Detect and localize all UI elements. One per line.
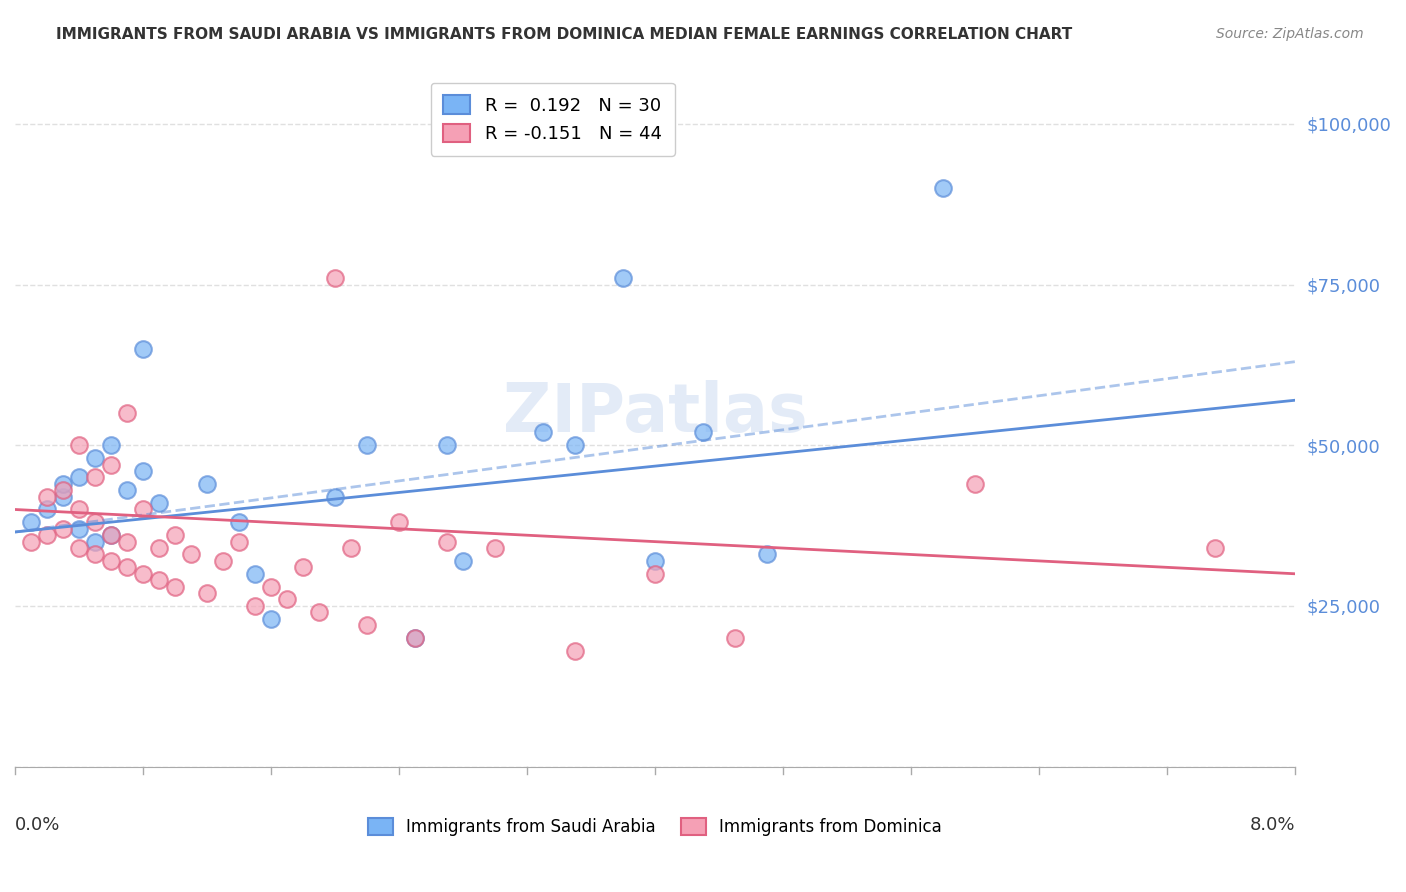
Point xyxy=(612,271,634,285)
Point xyxy=(84,451,107,466)
Point xyxy=(436,438,458,452)
Point xyxy=(132,502,155,516)
Point xyxy=(243,599,266,613)
Point xyxy=(195,586,218,600)
Point xyxy=(228,534,250,549)
Point xyxy=(644,554,666,568)
Point xyxy=(260,612,283,626)
Point xyxy=(67,541,90,555)
Text: 0.0%: 0.0% xyxy=(15,816,60,834)
Point xyxy=(180,548,202,562)
Point xyxy=(100,458,122,472)
Point xyxy=(276,592,298,607)
Point xyxy=(132,566,155,581)
Point xyxy=(115,483,138,498)
Point xyxy=(243,566,266,581)
Point xyxy=(564,438,586,452)
Point xyxy=(692,425,714,440)
Point xyxy=(163,528,186,542)
Point xyxy=(228,516,250,530)
Point xyxy=(20,516,42,530)
Point xyxy=(756,548,779,562)
Point xyxy=(84,470,107,484)
Point xyxy=(84,516,107,530)
Point xyxy=(67,502,90,516)
Point xyxy=(52,490,75,504)
Point xyxy=(212,554,235,568)
Point xyxy=(724,631,747,645)
Point xyxy=(404,631,426,645)
Text: IMMIGRANTS FROM SAUDI ARABIA VS IMMIGRANTS FROM DOMINICA MEDIAN FEMALE EARNINGS : IMMIGRANTS FROM SAUDI ARABIA VS IMMIGRAN… xyxy=(56,27,1073,42)
Text: ZIPatlas: ZIPatlas xyxy=(503,380,807,446)
Point xyxy=(531,425,554,440)
Point xyxy=(132,342,155,356)
Point xyxy=(100,528,122,542)
Point xyxy=(963,476,986,491)
Point xyxy=(356,618,378,632)
Text: 8.0%: 8.0% xyxy=(1250,816,1295,834)
Point xyxy=(52,522,75,536)
Point xyxy=(308,605,330,619)
Point xyxy=(100,554,122,568)
Point xyxy=(52,476,75,491)
Point xyxy=(35,490,58,504)
Legend: R =  0.192   N = 30, R = -0.151   N = 44: R = 0.192 N = 30, R = -0.151 N = 44 xyxy=(430,83,675,156)
Point xyxy=(132,464,155,478)
Point xyxy=(644,566,666,581)
Point xyxy=(100,528,122,542)
Point xyxy=(115,560,138,574)
Point xyxy=(35,502,58,516)
Point xyxy=(115,406,138,420)
Point xyxy=(340,541,363,555)
Point xyxy=(67,522,90,536)
Point xyxy=(67,438,90,452)
Point xyxy=(100,438,122,452)
Point xyxy=(115,534,138,549)
Text: Source: ZipAtlas.com: Source: ZipAtlas.com xyxy=(1216,27,1364,41)
Point xyxy=(52,483,75,498)
Point xyxy=(323,271,346,285)
Point xyxy=(1204,541,1226,555)
Point xyxy=(404,631,426,645)
Point xyxy=(148,573,170,587)
Point xyxy=(35,528,58,542)
Point xyxy=(388,516,411,530)
Point xyxy=(436,534,458,549)
Point xyxy=(484,541,506,555)
Point xyxy=(84,548,107,562)
Point xyxy=(195,476,218,491)
Point xyxy=(564,644,586,658)
Point xyxy=(148,496,170,510)
Point xyxy=(932,181,955,195)
Point xyxy=(323,490,346,504)
Point xyxy=(20,534,42,549)
Point xyxy=(163,580,186,594)
Point xyxy=(67,470,90,484)
Point xyxy=(148,541,170,555)
Point xyxy=(451,554,474,568)
Point xyxy=(260,580,283,594)
Point xyxy=(84,534,107,549)
Point xyxy=(292,560,315,574)
Point xyxy=(356,438,378,452)
